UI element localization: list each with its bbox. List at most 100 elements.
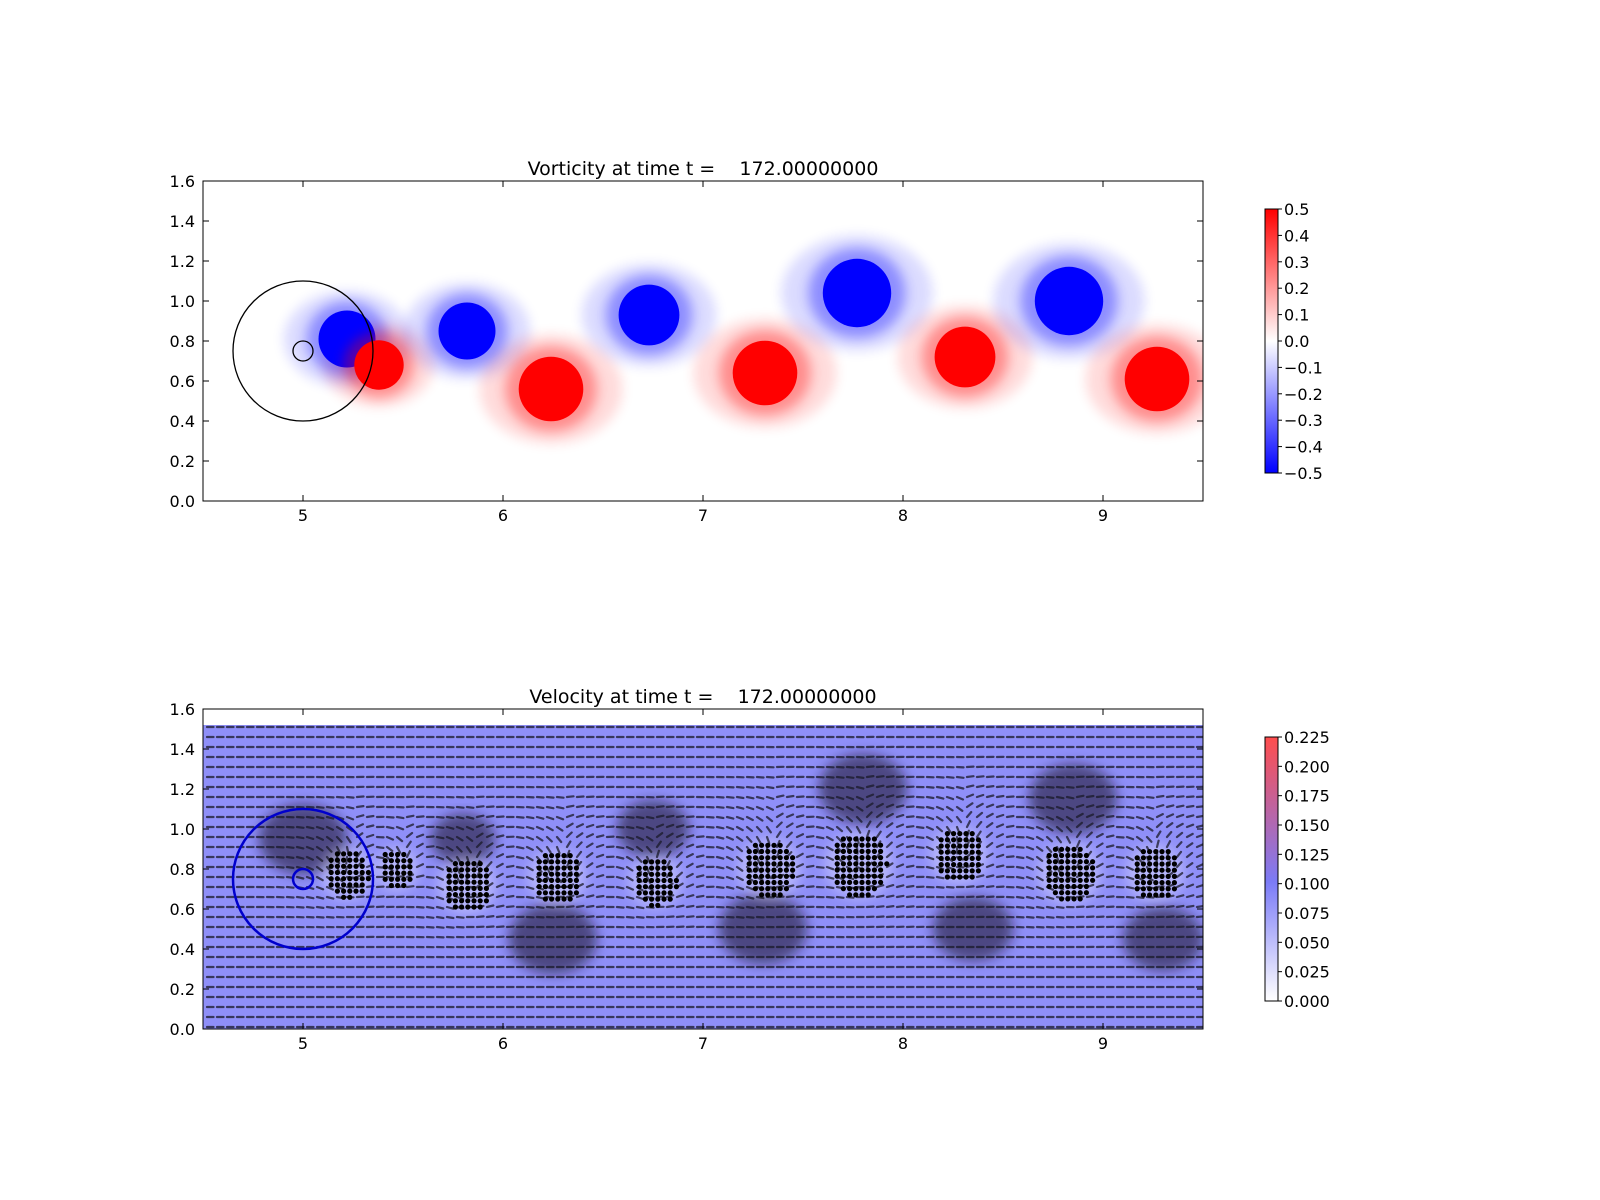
tracer-marker <box>1153 873 1159 880</box>
tracer-marker <box>1153 892 1159 898</box>
velocity-axis-ticks: 5 6 7 8 9 0.0 0.2 0.4 0.6 0.8 1.0 1.2 1.4 1.6 <box>170 700 1203 1053</box>
tracer-marker <box>395 876 401 882</box>
tracer-marker <box>1077 896 1083 902</box>
tracer-marker <box>1171 867 1177 873</box>
y-tick-label: 0.4 <box>170 412 195 431</box>
tracer-marker <box>951 855 957 862</box>
tracer-marker <box>759 886 765 892</box>
tracer-marker <box>871 867 878 873</box>
tracer-marker <box>667 884 673 890</box>
tracer-marker <box>365 876 371 882</box>
tracer-marker <box>477 892 483 898</box>
tracer-marker <box>465 904 471 910</box>
tracer-marker <box>334 869 340 876</box>
tracer-marker <box>1159 855 1165 861</box>
tracer-marker <box>334 882 340 888</box>
vortex-core <box>438 302 496 360</box>
tracer-marker <box>341 888 347 894</box>
y-tick-label: 1.2 <box>170 780 195 799</box>
tracer-marker <box>667 871 673 877</box>
tracer-marker <box>673 884 680 890</box>
tracer-marker <box>359 876 365 882</box>
tracer-marker <box>1046 877 1052 883</box>
vorticity-panel: Vorticity at time t = 172.00000000 5 6 7 8 9… <box>170 158 1323 525</box>
tracer-marker <box>765 855 771 861</box>
vorticity-boundary-circles <box>232 280 374 422</box>
tracer-marker <box>1153 849 1159 855</box>
high-speed-region <box>933 897 1013 961</box>
tracer-marker <box>446 879 452 885</box>
tracer-marker <box>957 849 963 855</box>
tracer-marker <box>771 886 777 892</box>
tracer-marker <box>1077 871 1083 877</box>
tracer-marker <box>477 898 483 904</box>
tracer-marker <box>567 853 573 859</box>
tracer-marker <box>963 843 969 849</box>
tracer-marker <box>549 896 555 902</box>
tracer-marker <box>752 867 759 873</box>
tracer-marker <box>649 871 655 877</box>
tracer-marker <box>353 882 359 888</box>
tracer-marker <box>963 837 969 843</box>
tracer-marker <box>865 848 871 855</box>
tracer-marker <box>1147 855 1153 861</box>
vortex-core <box>732 340 798 406</box>
tracer-marker <box>759 879 765 886</box>
tracer-marker <box>1059 859 1065 865</box>
tracer-marker <box>1059 883 1065 890</box>
y-tick-label: 0.6 <box>170 372 195 391</box>
tracer-marker <box>1147 886 1153 892</box>
tracer-marker <box>944 843 951 849</box>
tracer-marker <box>459 898 465 904</box>
tracer-marker <box>1140 886 1146 892</box>
tracer-marker <box>1153 855 1159 861</box>
tracer-marker <box>642 865 649 871</box>
tracer-marker <box>542 877 549 884</box>
tracer-marker <box>542 890 549 896</box>
tracer-marker <box>746 848 752 855</box>
tracer-marker <box>465 873 471 879</box>
tracer-marker <box>452 904 458 910</box>
tracer-marker <box>871 836 878 842</box>
tracer-marker <box>655 902 661 908</box>
colorbar-tick-label: −0.5 <box>1284 464 1323 483</box>
tracer-marker <box>483 892 489 898</box>
tracer-marker <box>667 890 673 896</box>
tracer-marker <box>847 886 853 892</box>
y-tick-label: 0.4 <box>170 940 195 959</box>
tracer-marker <box>1171 855 1177 861</box>
tracer-marker <box>957 855 963 862</box>
tracer-marker <box>446 873 452 879</box>
tracer-marker <box>465 879 471 885</box>
tracer-marker <box>969 837 975 843</box>
tracer-marker <box>1090 871 1096 877</box>
tracer-marker <box>388 882 394 889</box>
tracer-marker <box>969 849 975 855</box>
tracer-marker <box>969 862 975 868</box>
tracer-marker <box>1046 871 1052 877</box>
tracer-marker <box>752 855 759 861</box>
tracer-cluster <box>938 831 982 880</box>
tracer-marker <box>834 855 840 861</box>
tracer-marker <box>536 884 542 890</box>
tracer-marker <box>1140 867 1146 873</box>
y-tick-label: 1.6 <box>170 700 195 719</box>
tracer-marker <box>752 861 759 867</box>
vortex-core <box>618 284 680 346</box>
tracer-marker <box>969 874 975 880</box>
tracer-marker <box>561 877 567 884</box>
tracer-marker <box>783 867 790 873</box>
tracer-marker <box>746 873 752 879</box>
tracer-marker <box>555 871 561 877</box>
tracer-marker <box>834 879 840 886</box>
tracer-marker <box>765 879 771 886</box>
tracer-marker <box>649 884 655 890</box>
tracer-marker <box>567 877 573 884</box>
tracer-marker <box>1159 867 1165 873</box>
tracer-marker <box>1165 861 1171 867</box>
tracer-marker <box>1052 846 1058 852</box>
tracer-marker <box>834 842 840 848</box>
tracer-marker <box>746 855 752 861</box>
tracer-marker <box>859 892 865 898</box>
tracer-marker <box>746 867 752 873</box>
